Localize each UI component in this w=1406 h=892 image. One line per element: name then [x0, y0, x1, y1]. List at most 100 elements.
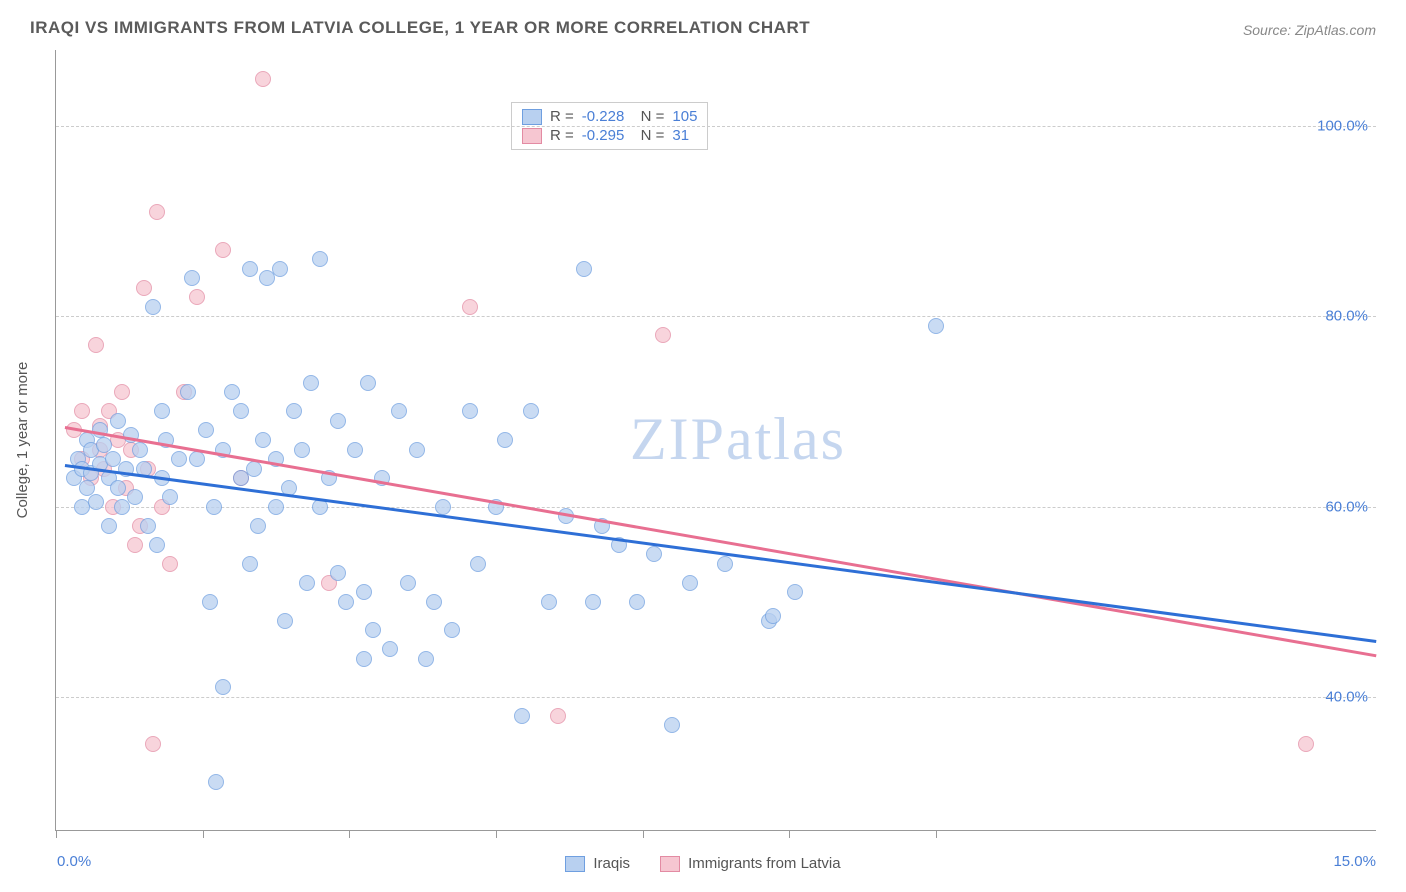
stat-label: R =	[550, 127, 574, 144]
y-tick-label: 60.0%	[1325, 498, 1368, 515]
stat-r-a: -0.228	[582, 108, 625, 125]
swatch-b-icon	[522, 128, 542, 144]
scatter-point-a	[189, 451, 205, 467]
scatter-point-a	[180, 384, 196, 400]
trendline-a	[65, 464, 1377, 642]
legend-swatch-a-icon	[565, 856, 585, 872]
scatter-point-b	[88, 337, 104, 353]
scatter-point-a	[255, 432, 271, 448]
scatter-point-a	[338, 594, 354, 610]
scatter-point-a	[682, 575, 698, 591]
scatter-point-b	[215, 242, 231, 258]
stats-row-a: R = -0.228 N = 105	[522, 107, 697, 126]
x-tick	[936, 830, 937, 838]
scatter-point-b	[189, 289, 205, 305]
scatter-point-a	[356, 584, 372, 600]
legend-label-b: Immigrants from Latvia	[688, 855, 841, 872]
y-tick-label: 80.0%	[1325, 308, 1368, 325]
legend-item-b: Immigrants from Latvia	[660, 855, 841, 872]
scatter-point-a	[418, 651, 434, 667]
scatter-point-a	[215, 679, 231, 695]
gridline	[56, 507, 1376, 508]
scatter-point-a	[110, 480, 126, 496]
scatter-point-a	[514, 708, 530, 724]
scatter-point-b	[655, 327, 671, 343]
scatter-point-b	[462, 299, 478, 315]
x-tick	[203, 830, 204, 838]
scatter-point-b	[255, 71, 271, 87]
scatter-point-b	[74, 403, 90, 419]
scatter-point-a	[250, 518, 266, 534]
scatter-point-a	[184, 270, 200, 286]
scatter-plot-area: R = -0.228 N = 105 R = -0.295 N = 31 40.…	[55, 50, 1376, 831]
scatter-point-a	[409, 442, 425, 458]
legend-item-a: Iraqis	[565, 855, 630, 872]
scatter-point-a	[272, 261, 288, 277]
scatter-point-a	[787, 584, 803, 600]
scatter-point-a	[435, 499, 451, 515]
scatter-point-b	[145, 736, 161, 752]
stat-n-a: 105	[672, 108, 697, 125]
scatter-point-a	[303, 375, 319, 391]
scatter-point-a	[444, 622, 460, 638]
legend-swatch-b-icon	[660, 856, 680, 872]
scatter-point-a	[299, 575, 315, 591]
scatter-point-a	[391, 403, 407, 419]
scatter-point-a	[140, 518, 156, 534]
scatter-point-a	[585, 594, 601, 610]
scatter-point-a	[110, 413, 126, 429]
y-tick-label: 100.0%	[1317, 118, 1368, 135]
scatter-point-a	[365, 622, 381, 638]
series-legend: Iraqis Immigrants from Latvia	[0, 855, 1406, 872]
scatter-point-a	[523, 403, 539, 419]
scatter-point-b	[114, 384, 130, 400]
stat-label: R =	[550, 108, 574, 125]
scatter-point-a	[294, 442, 310, 458]
scatter-point-a	[224, 384, 240, 400]
scatter-point-a	[360, 375, 376, 391]
scatter-point-a	[242, 556, 258, 572]
scatter-point-b	[127, 537, 143, 553]
scatter-point-a	[145, 299, 161, 315]
scatter-point-a	[132, 442, 148, 458]
scatter-point-a	[576, 261, 592, 277]
scatter-point-a	[928, 318, 944, 334]
stat-n-b: 31	[672, 127, 689, 144]
scatter-point-a	[246, 461, 262, 477]
scatter-point-b	[162, 556, 178, 572]
scatter-point-a	[286, 403, 302, 419]
scatter-point-a	[765, 608, 781, 624]
scatter-point-b	[1298, 736, 1314, 752]
scatter-point-b	[136, 280, 152, 296]
scatter-point-a	[127, 489, 143, 505]
scatter-point-a	[629, 594, 645, 610]
scatter-point-b	[550, 708, 566, 724]
scatter-point-b	[149, 204, 165, 220]
scatter-point-a	[356, 651, 372, 667]
y-tick-label: 40.0%	[1325, 688, 1368, 705]
x-tick	[349, 830, 350, 838]
trendline-b	[65, 426, 1377, 657]
scatter-point-a	[88, 494, 104, 510]
scatter-point-a	[233, 403, 249, 419]
stat-label: N =	[632, 127, 664, 144]
gridline	[56, 126, 1376, 127]
scatter-point-a	[312, 251, 328, 267]
scatter-point-a	[242, 261, 258, 277]
scatter-point-a	[171, 451, 187, 467]
scatter-point-a	[154, 403, 170, 419]
scatter-point-a	[206, 499, 222, 515]
x-tick	[496, 830, 497, 838]
scatter-point-a	[462, 403, 478, 419]
chart-title: IRAQI VS IMMIGRANTS FROM LATVIA COLLEGE,…	[30, 18, 810, 38]
scatter-point-a	[347, 442, 363, 458]
scatter-point-a	[162, 489, 178, 505]
scatter-point-a	[400, 575, 416, 591]
scatter-point-a	[717, 556, 733, 572]
scatter-point-a	[541, 594, 557, 610]
x-tick	[789, 830, 790, 838]
scatter-point-a	[202, 594, 218, 610]
gridline	[56, 316, 1376, 317]
scatter-point-a	[646, 546, 662, 562]
stats-row-b: R = -0.295 N = 31	[522, 126, 697, 145]
